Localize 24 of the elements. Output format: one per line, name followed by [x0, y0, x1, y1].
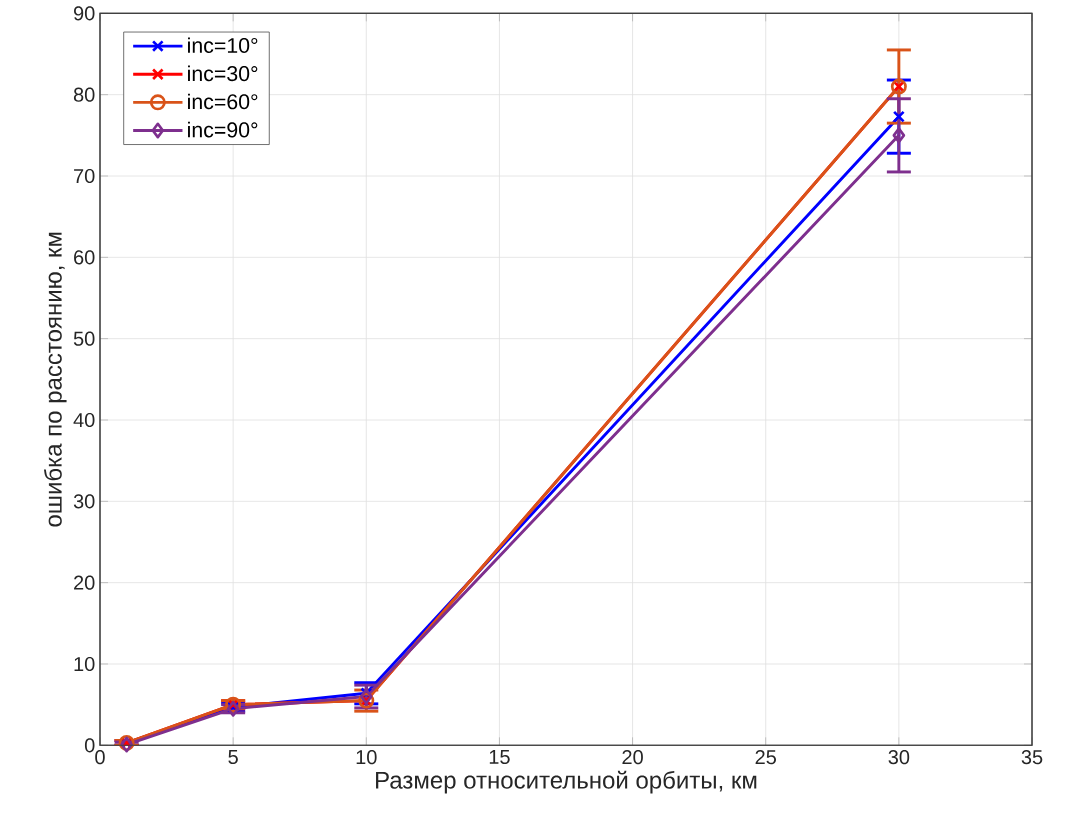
y-tick-label: 60 — [74, 250, 95, 265]
x-tick-label: 5 — [228, 750, 238, 764]
legend-label: inc=10° — [188, 37, 258, 54]
x-tick-label: 10 — [356, 750, 377, 765]
y-tick-label: 80 — [73, 87, 95, 102]
y-tick-label: 0 — [84, 738, 95, 753]
x-tick-label: 25 — [755, 750, 776, 765]
x-tick-label: 35 — [1021, 750, 1043, 765]
y-tick-label: 70 — [74, 168, 95, 184]
x-axis-title: Размер относительной орбиты, км — [376, 770, 757, 794]
x-tick-label: 30 — [888, 750, 910, 765]
x-tick-label: 20 — [622, 750, 643, 765]
y-axis-title: ошибка по расстоянию, км — [43, 232, 67, 527]
y-tick-label: 10 — [74, 656, 95, 672]
legend-label: inc=60° — [188, 93, 258, 110]
x-tick-label: 15 — [489, 750, 510, 764]
legend-label: inc=30° — [188, 65, 258, 82]
y-tick-label: 20 — [74, 575, 95, 590]
y-tick-label: 50 — [73, 331, 95, 346]
y-tick-label: 90 — [73, 6, 95, 21]
x-tick-label: 0 — [95, 750, 105, 765]
legend-label: inc=90° — [188, 121, 258, 138]
y-tick-label: 40 — [73, 412, 95, 428]
y-tick-label: 30 — [73, 494, 95, 509]
